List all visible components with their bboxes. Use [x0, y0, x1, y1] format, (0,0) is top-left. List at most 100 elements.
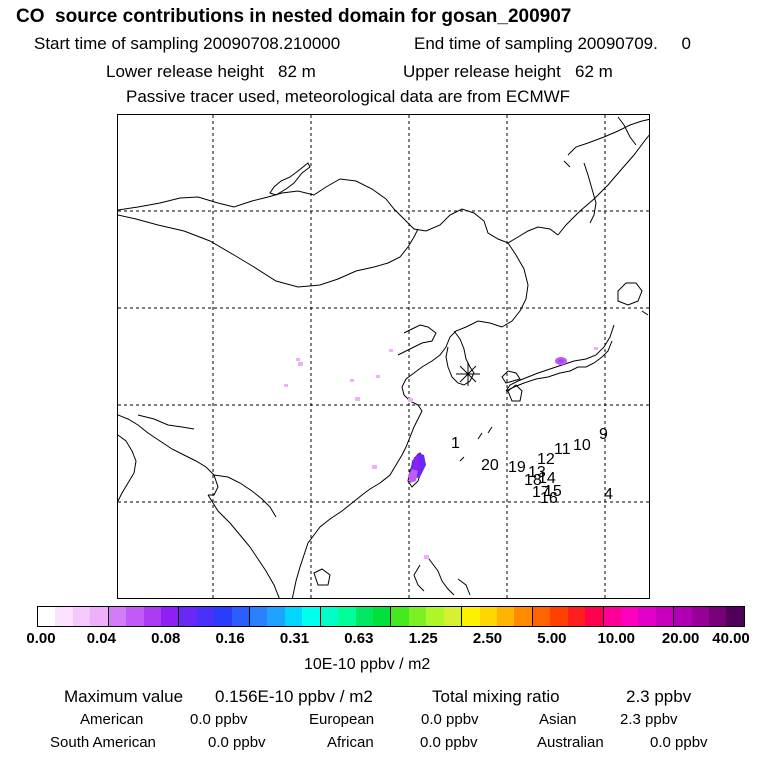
patch-b [284, 384, 288, 387]
colorbar-tick-label: 2.50 [472, 630, 503, 647]
colorbar-swatch [691, 607, 710, 626]
patch-g [408, 398, 413, 402]
max-value: 0.156E-10 ppbv / m2 [215, 687, 373, 706]
colorbar-swatch [638, 607, 656, 626]
colorbar-tick-label: 1.25 [408, 630, 438, 647]
patch-a [298, 362, 303, 366]
max-value-label: Maximum value [64, 687, 184, 706]
region-name-european: European [309, 711, 375, 728]
colorbar-swatch [338, 607, 356, 626]
patch-f [389, 349, 393, 352]
colorbar-tick-label: 0.16 [215, 630, 245, 647]
colorbar-swatch [55, 607, 73, 626]
colorbar-swatch [179, 607, 197, 626]
colorbar-swatch [585, 607, 604, 626]
colorbar-tick-label: 0.31 [279, 630, 310, 647]
region-value-south-american: 0.0 ppbv [208, 734, 266, 751]
traj-label: 13 [528, 464, 546, 481]
colorbar-swatch [532, 607, 551, 626]
colorbar-swatch [620, 607, 639, 626]
region-name-australian: Australian [537, 734, 604, 751]
start-time-text: Start time of sampling 20090708.210000 [34, 34, 341, 53]
colorbar-swatch [462, 607, 480, 626]
traj-label: 12 [537, 451, 555, 468]
colorbar-swatch [90, 607, 109, 626]
traj-label: 11 [554, 441, 571, 458]
tracer-note-text: Passive tracer used, meteorological data… [126, 87, 571, 106]
plot-title: CO source contributions in nested domain… [16, 6, 572, 27]
traj-label: 17 [532, 484, 550, 501]
colorbar-swatch [443, 607, 463, 626]
colorbar-swatch [603, 607, 621, 626]
colorbar-swatch [496, 607, 515, 626]
patch-e [376, 375, 380, 378]
patch-i [296, 358, 300, 361]
colorbar-swatch [355, 607, 374, 626]
lower-height-text: Lower release height 82 m [106, 62, 316, 81]
colorbar-swatch [726, 607, 744, 626]
upper-height-text: Upper release height 62 m [403, 62, 613, 81]
colorbar-tick-label: 0.63 [344, 630, 374, 647]
total-mixing-value: 2.3 ppbv [626, 687, 692, 706]
colorbar-swatch [514, 607, 533, 626]
colorbar-swatch [196, 607, 215, 626]
colorbar-swatch [655, 607, 675, 626]
colorbar-swatch [267, 607, 285, 626]
traj-label: 9 [599, 426, 608, 443]
colorbar-swatch [160, 607, 180, 626]
colorbar-tick-label: 5.00 [537, 630, 567, 647]
region-value-african: 0.0 ppbv [420, 734, 478, 751]
colorbar-tick-label: 40.00 [712, 630, 750, 647]
traj-label: 10 [573, 437, 591, 454]
colorbar-swatch [391, 607, 409, 626]
coastlines [118, 116, 649, 598]
map-panel: 1 20 19 18 17 16 15 14 13 12 11 10 9 4 [117, 114, 650, 599]
traj-label: 15 [544, 483, 562, 500]
colorbar-swatch [479, 607, 497, 626]
region-value-european: 0.0 ppbv [421, 711, 479, 728]
colorbar-swatch [214, 607, 232, 626]
colorbar-swatch [373, 607, 392, 626]
patch-j [594, 347, 598, 350]
traj-label: 1 [451, 435, 460, 452]
colorbar-swatch [550, 607, 568, 626]
colorbar-swatch [302, 607, 321, 626]
colorbar-swatch [250, 607, 268, 626]
region-name-south-american: South American [50, 734, 156, 751]
colorbar-swatch [674, 607, 692, 626]
japan-core-patch [558, 359, 564, 363]
patch-k [424, 555, 429, 559]
colorbar-swatch [709, 607, 727, 626]
colorbar-swatch [38, 607, 56, 626]
traj-label: 19 [508, 459, 526, 476]
colorbar-swatch [320, 607, 339, 626]
region-value-american: 0.0 ppbv [190, 711, 248, 728]
colorbar-swatch [284, 607, 303, 626]
colorbar-swatch [231, 607, 251, 626]
colorbar-tick-label: 20.00 [661, 630, 700, 647]
colorbar-tick-label: 0.08 [151, 630, 181, 647]
traj-label: 20 [481, 457, 499, 474]
colorbar-tick-label: 0.04 [86, 630, 116, 647]
traj-label: 14 [538, 470, 556, 487]
colorbar-unit: 10E-10 ppbv / m2 [304, 656, 431, 673]
colorbar-swatch [72, 607, 91, 626]
colorbar-tick-label: 10.00 [597, 630, 636, 647]
colorbar-swatch [426, 607, 444, 626]
concentration-patches [284, 347, 598, 559]
region-name-american: American [80, 711, 144, 728]
region-name-african: African [327, 734, 374, 751]
map-canvas [118, 115, 649, 598]
region-value-asian: 2.3 ppbv [620, 711, 678, 728]
region-name-asian: Asian [539, 711, 577, 728]
patch-d [355, 397, 360, 401]
colorbar-swatch [108, 607, 127, 626]
region-value-australian: 0.0 ppbv [650, 734, 708, 751]
total-mixing-label: Total mixing ratio [432, 687, 560, 706]
colorbar-swatch [143, 607, 161, 626]
receptor-asterisk-icon [456, 362, 480, 386]
colorbar-swatch [408, 607, 427, 626]
colorbar-swatch [126, 607, 144, 626]
traj-label: 4 [604, 486, 613, 503]
colorbar-swatch [567, 607, 586, 626]
